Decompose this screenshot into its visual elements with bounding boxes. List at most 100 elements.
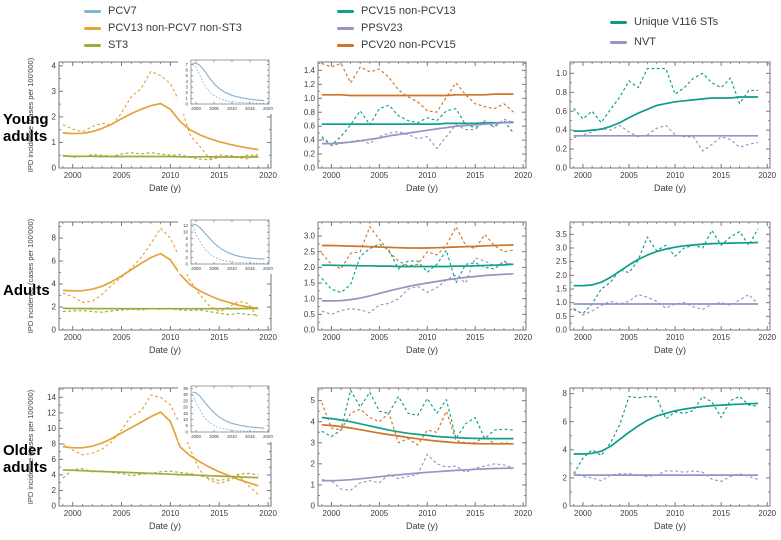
svg-text:3: 3 bbox=[186, 84, 189, 89]
svg-text:5: 5 bbox=[311, 396, 316, 405]
svg-text:5: 5 bbox=[186, 73, 189, 78]
svg-text:6: 6 bbox=[52, 257, 57, 266]
svg-text:2: 2 bbox=[52, 486, 57, 495]
svg-text:0: 0 bbox=[52, 502, 57, 511]
svg-text:2010: 2010 bbox=[418, 171, 436, 180]
svg-text:1.0: 1.0 bbox=[556, 298, 568, 307]
svg-text:1.2: 1.2 bbox=[304, 80, 316, 89]
svg-text:0.0: 0.0 bbox=[304, 326, 316, 335]
svg-text:2015: 2015 bbox=[210, 333, 228, 342]
legend-group-pcv7-pcv13-st3: PCV7 PCV13 non-PCV7 non-ST3 ST3 bbox=[84, 4, 242, 55]
legend-label-ppsv23: PPSV23 bbox=[361, 22, 403, 34]
svg-text:4: 4 bbox=[311, 417, 316, 426]
svg-text:4: 4 bbox=[186, 249, 189, 254]
svg-text:2000: 2000 bbox=[64, 333, 82, 342]
svg-text:0: 0 bbox=[186, 261, 189, 266]
legend-item-pcv7: PCV7 bbox=[84, 4, 242, 18]
svg-text:2015: 2015 bbox=[245, 266, 255, 271]
svg-text:2005: 2005 bbox=[370, 509, 388, 518]
svg-text:35: 35 bbox=[183, 386, 188, 391]
svg-text:0.8: 0.8 bbox=[556, 88, 568, 97]
svg-text:2005: 2005 bbox=[370, 333, 388, 342]
legend-label-v116: Unique V116 STs bbox=[634, 16, 719, 28]
svg-text:2000: 2000 bbox=[191, 106, 201, 111]
svg-text:0.4: 0.4 bbox=[556, 126, 568, 135]
svg-text:1.4: 1.4 bbox=[304, 66, 316, 75]
ppsv23-line-swatch-icon bbox=[337, 26, 354, 30]
svg-text:2005: 2005 bbox=[370, 171, 388, 180]
svg-text:3: 3 bbox=[311, 438, 316, 447]
svg-text:1.0: 1.0 bbox=[304, 94, 316, 103]
svg-text:2005: 2005 bbox=[113, 509, 131, 518]
svg-text:2: 2 bbox=[186, 255, 189, 260]
svg-text:2010: 2010 bbox=[666, 333, 684, 342]
svg-text:2015: 2015 bbox=[712, 333, 730, 342]
legend-item-nvt: NVT bbox=[610, 35, 718, 49]
svg-text:2: 2 bbox=[52, 303, 57, 312]
svg-text:2015: 2015 bbox=[712, 171, 730, 180]
svg-text:2000: 2000 bbox=[574, 509, 592, 518]
svg-text:10: 10 bbox=[183, 230, 188, 235]
svg-text:3.5: 3.5 bbox=[556, 230, 568, 239]
legend-label-nvt: NVT bbox=[634, 36, 656, 48]
svg-text:20: 20 bbox=[183, 405, 188, 410]
svg-text:0.4: 0.4 bbox=[304, 136, 316, 145]
svg-text:IPD incidence (cases per 100'0: IPD incidence (cases per 100'000) bbox=[26, 57, 35, 172]
svg-text:IPD incidence (cases per 100'0: IPD incidence (cases per 100'000) bbox=[26, 389, 35, 504]
svg-text:0.5: 0.5 bbox=[304, 310, 316, 319]
svg-text:4: 4 bbox=[52, 471, 57, 480]
svg-text:2015: 2015 bbox=[210, 171, 228, 180]
svg-text:2000: 2000 bbox=[574, 333, 592, 342]
svg-text:7: 7 bbox=[186, 62, 189, 67]
legend-label-pcv13: PCV13 non-PCV7 non-ST3 bbox=[108, 22, 242, 34]
svg-text:1: 1 bbox=[311, 480, 316, 489]
svg-text:0.2: 0.2 bbox=[304, 150, 316, 159]
svg-text:2005: 2005 bbox=[620, 171, 638, 180]
svg-text:8: 8 bbox=[563, 389, 568, 398]
svg-text:2010: 2010 bbox=[161, 509, 179, 518]
svg-text:2010: 2010 bbox=[666, 171, 684, 180]
svg-text:25: 25 bbox=[183, 398, 188, 403]
svg-text:15: 15 bbox=[183, 411, 188, 416]
svg-text:2.5: 2.5 bbox=[304, 247, 316, 256]
svg-text:0: 0 bbox=[186, 101, 189, 106]
nvt-line-swatch-icon bbox=[610, 40, 627, 44]
svg-text:14: 14 bbox=[47, 393, 56, 402]
svg-text:2005: 2005 bbox=[209, 266, 219, 271]
svg-text:2005: 2005 bbox=[620, 333, 638, 342]
svg-text:12: 12 bbox=[47, 408, 56, 417]
svg-text:10: 10 bbox=[183, 417, 188, 422]
svg-text:3: 3 bbox=[52, 87, 57, 96]
svg-text:2020: 2020 bbox=[259, 171, 277, 180]
svg-text:5: 5 bbox=[186, 423, 189, 428]
svg-text:12: 12 bbox=[183, 223, 188, 228]
svg-text:2005: 2005 bbox=[113, 333, 131, 342]
svg-text:1.0: 1.0 bbox=[556, 69, 568, 78]
legend-item-ppsv23: PPSV23 bbox=[337, 21, 456, 35]
svg-text:2015: 2015 bbox=[210, 509, 228, 518]
st3-line-swatch-icon bbox=[84, 43, 101, 47]
svg-text:8: 8 bbox=[52, 439, 57, 448]
pcv15-line-swatch-icon bbox=[337, 9, 354, 13]
svg-text:0.8: 0.8 bbox=[304, 108, 316, 117]
svg-text:2010: 2010 bbox=[161, 171, 179, 180]
svg-text:1: 1 bbox=[52, 138, 57, 147]
svg-text:2015: 2015 bbox=[245, 106, 255, 111]
svg-text:2010: 2010 bbox=[227, 266, 237, 271]
svg-text:0.0: 0.0 bbox=[556, 326, 568, 335]
svg-text:2005: 2005 bbox=[209, 434, 219, 439]
svg-text:IPD incidence (cases per 100'0: IPD incidence (cases per 100'000) bbox=[26, 218, 35, 333]
pcv7-line-swatch-icon bbox=[84, 9, 101, 13]
svg-text:Date (y): Date (y) bbox=[149, 345, 181, 355]
svg-text:6: 6 bbox=[186, 242, 189, 247]
svg-text:6: 6 bbox=[52, 455, 57, 464]
svg-text:2000: 2000 bbox=[574, 171, 592, 180]
svg-text:2015: 2015 bbox=[466, 171, 484, 180]
panel-older-adults-pcv15-ppsv23-pcv20: 2000 2005 2010 2015 2020 0 1 2 3 4 5 Date (y) bbox=[311, 387, 533, 531]
legend-label-st3: ST3 bbox=[108, 39, 129, 51]
svg-text:Date (y): Date (y) bbox=[654, 521, 686, 531]
svg-text:4: 4 bbox=[52, 61, 57, 70]
